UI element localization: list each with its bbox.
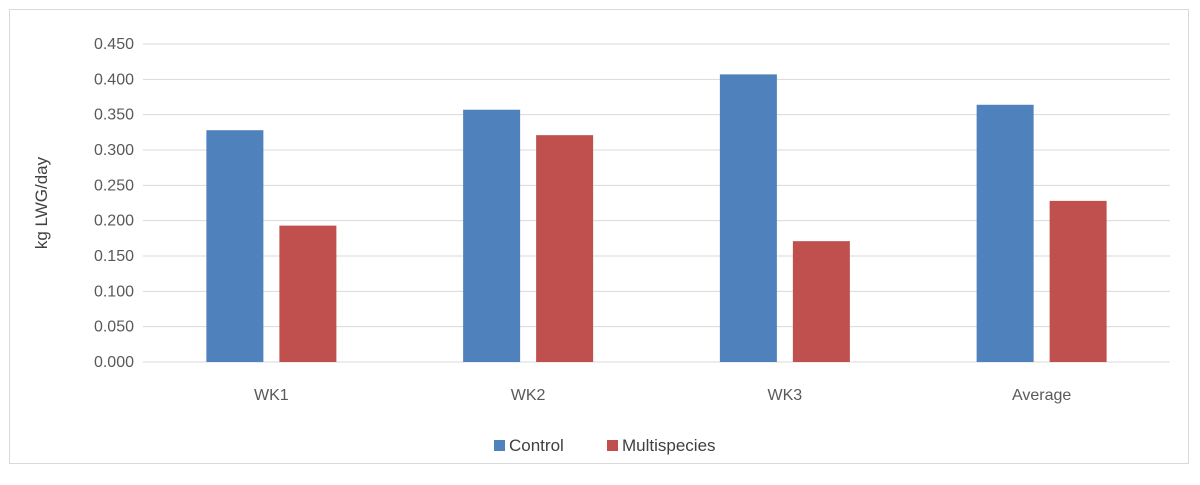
- bar-multispecies-wk3: [792, 241, 850, 362]
- chart-frame: 0.000 0.050 0.100 0.150 0.200 0.250 0.300 0.350…: [9, 9, 1189, 464]
- bar-control-wk3: [719, 74, 777, 363]
- y-tick-label: 0.400: [94, 71, 134, 88]
- y-tick-label: 0.250: [94, 177, 134, 194]
- x-category-label: WK2: [511, 387, 546, 404]
- y-axis-title: kg LWG/day: [32, 156, 51, 249]
- legend-label-control: Control: [509, 436, 564, 455]
- x-category-label: Average: [1012, 387, 1071, 404]
- y-tick-label: 0.300: [94, 142, 134, 159]
- bar-multispecies-average: [1049, 200, 1107, 362]
- y-tick-label: 0.450: [94, 36, 134, 53]
- legend-swatch-control: [494, 440, 505, 451]
- bar-control-wk1: [206, 130, 264, 362]
- y-tick-label: 0.200: [94, 213, 134, 230]
- x-category-label: WK3: [768, 387, 803, 404]
- bar-control-wk2: [463, 109, 521, 362]
- bar-chart: 0.000 0.050 0.100 0.150 0.200 0.250 0.300 0.350…: [32, 36, 1170, 455]
- y-tick-label: 0.100: [94, 283, 134, 300]
- x-category-label: WK1: [254, 387, 289, 404]
- y-tick-label: 0.350: [94, 107, 134, 124]
- bar-multispecies-wk2: [536, 135, 594, 362]
- legend-label-multispecies: Multispecies: [622, 436, 716, 455]
- bar-multispecies-wk1: [279, 225, 337, 362]
- y-tick-label: 0.000: [94, 354, 134, 371]
- bar-control-average: [976, 104, 1034, 363]
- y-tick-label: 0.050: [94, 319, 134, 336]
- y-tick-label: 0.150: [94, 248, 134, 265]
- legend-swatch-multispecies: [607, 440, 618, 451]
